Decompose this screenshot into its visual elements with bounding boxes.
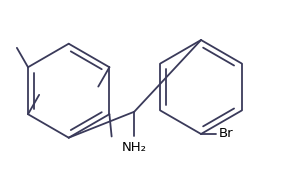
- Text: Br: Br: [218, 128, 233, 140]
- Text: NH₂: NH₂: [122, 141, 147, 154]
